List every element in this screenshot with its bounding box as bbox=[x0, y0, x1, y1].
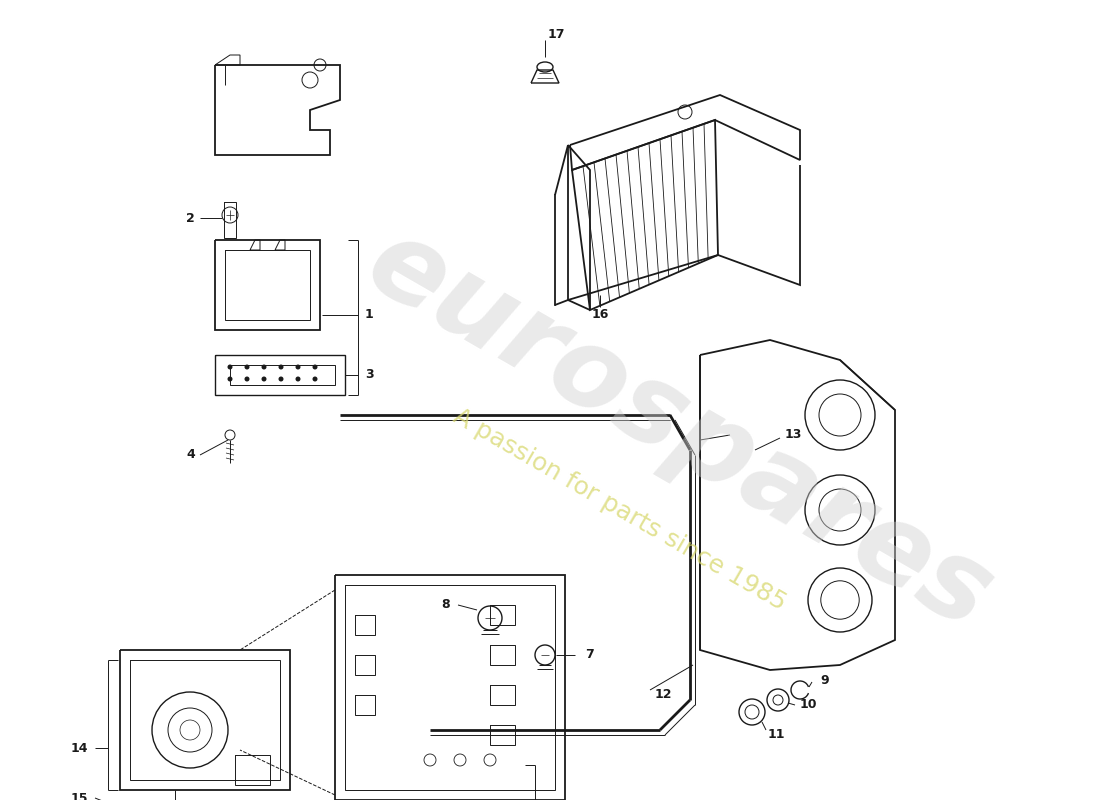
Text: 15: 15 bbox=[70, 791, 88, 800]
Text: 13: 13 bbox=[785, 429, 802, 442]
Circle shape bbox=[278, 365, 284, 370]
Circle shape bbox=[312, 365, 318, 370]
Circle shape bbox=[244, 365, 250, 370]
Text: 7: 7 bbox=[585, 649, 594, 662]
Text: 8: 8 bbox=[441, 598, 450, 611]
Text: eurospares: eurospares bbox=[349, 208, 1011, 652]
Circle shape bbox=[296, 365, 300, 370]
Text: 11: 11 bbox=[768, 729, 785, 742]
Circle shape bbox=[228, 377, 232, 382]
Text: 12: 12 bbox=[654, 689, 672, 702]
Circle shape bbox=[312, 377, 318, 382]
Text: 2: 2 bbox=[186, 211, 195, 225]
Circle shape bbox=[244, 377, 250, 382]
Text: 16: 16 bbox=[592, 309, 608, 322]
Text: 17: 17 bbox=[548, 29, 565, 42]
Text: A passion for parts since 1985: A passion for parts since 1985 bbox=[450, 405, 791, 615]
Circle shape bbox=[296, 377, 300, 382]
Text: 14: 14 bbox=[70, 742, 88, 754]
Text: 9: 9 bbox=[820, 674, 828, 686]
Circle shape bbox=[262, 365, 266, 370]
Text: 4: 4 bbox=[186, 449, 195, 462]
Circle shape bbox=[262, 377, 266, 382]
Text: 1: 1 bbox=[365, 309, 374, 322]
Circle shape bbox=[278, 377, 284, 382]
Text: 3: 3 bbox=[365, 369, 374, 382]
Text: 10: 10 bbox=[800, 698, 817, 711]
Circle shape bbox=[228, 365, 232, 370]
